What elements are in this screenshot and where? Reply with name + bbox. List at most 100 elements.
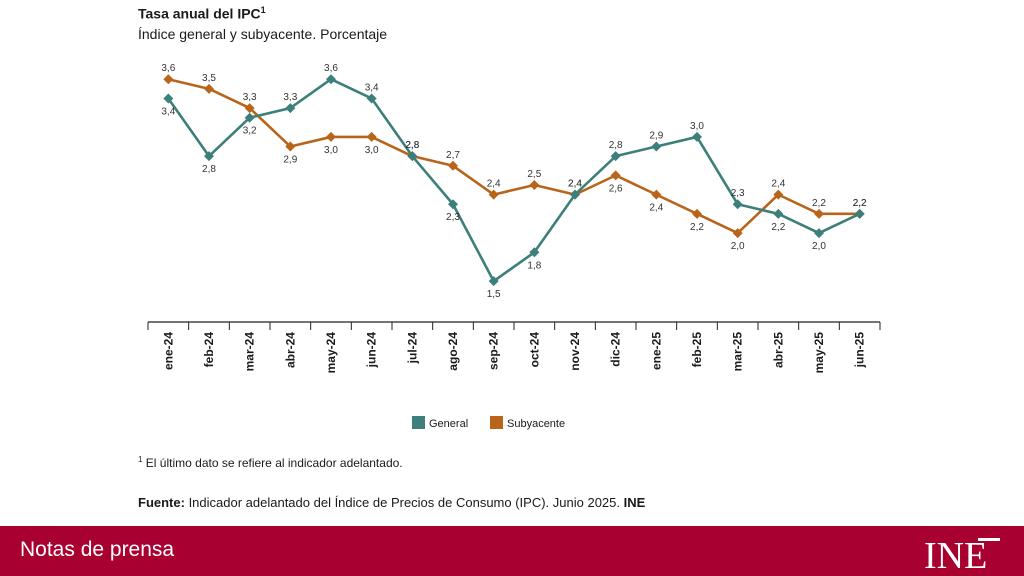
data-point [204,151,214,162]
data-label: 2,4 [487,179,501,190]
x-tick-label: dic-24 [609,332,623,367]
x-tick-label: jun-25 [853,332,867,369]
data-label: 2,9 [283,155,297,166]
data-point [773,189,784,200]
series-line [168,77,860,235]
data-point [163,74,174,85]
data-label: 2,2 [853,198,867,209]
data-point [163,93,174,104]
data-label: 2,0 [812,241,826,252]
data-point [448,199,458,210]
data-point [488,189,499,200]
data-point [692,131,702,142]
data-point [326,131,336,142]
data-point [529,247,540,258]
legend: General Subyacente [412,416,565,430]
x-tick-label: feb-24 [202,332,216,368]
x-tick-label: mar-24 [243,332,257,372]
data-point [610,151,621,162]
data-point [570,189,580,200]
data-point [773,208,784,219]
chart-subtitle: Índice general y subyacente. Porcentaje [138,26,388,42]
series-line [167,77,861,283]
data-label: 2,4 [568,179,582,190]
data-point [854,208,865,219]
data-point [651,189,662,200]
x-tick-label: ene-24 [161,332,175,370]
legend-label: General [429,418,468,430]
x-tick-label: may-25 [812,332,826,374]
x-tick-label: nov-24 [568,332,582,371]
data-label: 3,4 [365,82,379,93]
data-point [244,103,255,114]
x-tick-label: may-24 [324,332,338,374]
data-label: 2,2 [812,198,826,209]
data-label: 3,0 [365,145,379,156]
data-label: 3,0 [324,145,338,156]
data-label: 2,8 [405,140,419,151]
footnote: 1 El último dato se refiere al indicador… [138,455,403,470]
data-point [529,180,540,190]
data-label: 2,3 [731,188,745,199]
data-point [244,112,255,123]
x-tick-label: abr-25 [771,332,785,368]
ine-logo-text: INE [924,535,987,574]
data-point [448,160,458,171]
data-label: 3,6 [161,63,175,74]
x-tick-label: oct-24 [527,332,541,368]
data-label: 1,5 [487,289,501,300]
data-label: 1,8 [527,260,541,271]
source-line: Fuente: Indicador adelantado del Índice … [138,495,646,510]
data-point [285,141,296,152]
x-tick-label: jul-24 [405,332,419,365]
data-label: 3,3 [243,92,257,103]
data-point [732,199,743,210]
x-axis: ene-24 feb-24 mar-24 abr-24 may-24 jun-24 jul-… [147,321,881,374]
data-label: 2,0 [731,241,745,252]
x-tick-label: jun-24 [365,332,379,369]
x-tick-label: ago-24 [446,332,460,371]
data-label: 2,2 [771,222,785,233]
data-point [204,83,214,94]
data-label: 2,2 [853,198,867,209]
press-notes-label: Notas de prensa [20,538,175,561]
footer-bar: Notas de prensa INE [0,526,1024,576]
data-point [610,170,621,181]
data-point [732,228,743,239]
data-label: 2,6 [609,183,623,194]
data-point [407,151,418,162]
data-point [285,103,296,114]
data-point [326,74,336,85]
data-label: 3,4 [161,106,175,117]
data-label: 3,6 [324,63,338,74]
legend-swatch [490,416,503,429]
legend-swatch [412,416,425,429]
data-label: 2,8 [405,140,419,151]
data-label: 2,9 [649,131,663,142]
series-layer [163,74,865,287]
data-label: 2,8 [609,140,623,151]
data-label: 2,5 [527,169,541,180]
data-label: 2,3 [446,212,460,223]
x-tick-label: sep-24 [487,332,501,370]
x-tick-label: ene-25 [649,332,663,370]
x-tick-label: feb-25 [690,332,704,368]
data-point [366,93,377,104]
data-label: 2,4 [568,179,582,190]
data-labels: 3,4 2,8 3,2 3,3 3,6 3,4 2,8 2,3 1,5 1,8 2,4 2,8 2,9 3… [161,63,867,300]
chart-title: Tasa anual del IPC1 [138,5,266,22]
legend-label: Subyacente [507,418,565,430]
data-point [488,276,499,287]
data-label: 3,5 [202,73,216,84]
data-label: 2,4 [649,203,663,214]
data-label: 2,8 [202,164,216,175]
x-tick-label: mar-25 [731,332,745,372]
data-point [814,228,824,239]
data-label: 3,3 [283,92,297,103]
data-label: 2,4 [771,179,785,190]
data-point [366,131,377,142]
data-point [814,208,824,219]
x-tick-label: abr-24 [283,332,297,368]
data-label: 3,0 [690,121,704,132]
ine-logo: INE [924,535,1000,574]
